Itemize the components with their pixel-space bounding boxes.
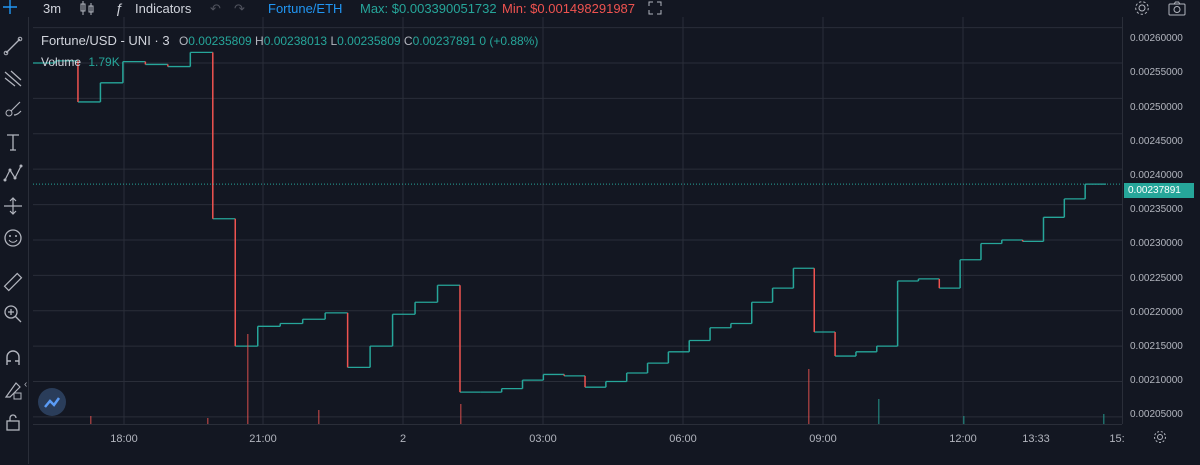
zoom-icon[interactable] [2, 303, 24, 325]
time-tick: 21:00 [249, 433, 277, 445]
trendline-icon[interactable] [2, 35, 24, 57]
symbol-title[interactable]: Fortune/USD - UNI · 3 [41, 33, 170, 48]
high-value: 0.00238013 [263, 34, 328, 48]
volume-bar [207, 418, 209, 424]
crosshair-icon[interactable] [2, 0, 18, 16]
measure-icon[interactable] [2, 195, 24, 217]
fx-icon[interactable]: ƒ [115, 0, 123, 16]
compare-symbol-button[interactable]: Fortune/ETH [268, 1, 343, 16]
time-tick: 12:00 [949, 433, 977, 445]
change-value: 0 (+0.88%) [479, 34, 539, 48]
low-value: 0.00235809 [337, 34, 401, 48]
collapse-toolbar-icon[interactable]: ‹ [24, 379, 28, 390]
series-legend: Fortune/USD - UNI · 3 O0.00235809 H0.002… [41, 33, 538, 48]
pattern-icon[interactable] [2, 163, 24, 185]
volume-bar [90, 416, 92, 424]
volume-key: Volume [41, 55, 82, 69]
price-tick: 0.00245000 [1130, 136, 1183, 147]
time-tick: 18:00 [110, 433, 138, 445]
fib-icon[interactable] [2, 67, 24, 89]
candle-style-icon[interactable] [80, 0, 94, 17]
time-tick: 03:00 [529, 433, 557, 445]
price-tick: 0.00215000 [1130, 341, 1183, 352]
tradingview-logo[interactable] [38, 388, 66, 416]
time-tick: 2 [399, 433, 407, 445]
ruler-icon[interactable] [2, 271, 24, 293]
redo-icon[interactable]: ↷ [234, 1, 245, 16]
high-key: H [255, 34, 264, 48]
top-toolbar: 3m ƒ Indicators ↶ ↷ Fortune/ETH Max: $0.… [0, 0, 1200, 17]
low-key: L [330, 34, 338, 48]
price-tick: 0.00220000 [1130, 307, 1183, 318]
text-icon[interactable] [2, 131, 24, 153]
lock-drawings-icon[interactable] [2, 379, 24, 401]
time-tick: 09:00 [809, 433, 837, 445]
last-price-label: 0.00237891 [1124, 183, 1194, 198]
time-tick: 06:00 [669, 433, 697, 445]
indicators-button[interactable]: Indicators [135, 1, 192, 16]
price-chart-canvas[interactable] [33, 17, 1122, 424]
price-tick: 0.00235000 [1130, 204, 1183, 215]
volume-legend: Volume 1.79K [41, 55, 120, 69]
camera-icon[interactable] [1168, 0, 1186, 17]
close-value: 0.00237891 [412, 34, 476, 48]
settings-gear-icon[interactable] [1134, 0, 1150, 17]
interval-button[interactable]: 3m [43, 1, 62, 16]
chart-pane[interactable]: Fortune/USD - UNI · 3 O0.00235809 H0.002… [33, 17, 1122, 424]
fullscreen-icon[interactable] [648, 1, 662, 18]
price-tick: 0.00255000 [1130, 67, 1183, 78]
volume-bar [318, 410, 320, 424]
emoji-icon[interactable] [2, 227, 24, 249]
volume-bar [247, 334, 249, 424]
brush-icon[interactable] [2, 99, 24, 121]
volume-bar [1103, 414, 1105, 424]
volume-bar [878, 399, 880, 424]
min-price-label: Min: $0.001498291987 [502, 1, 636, 16]
price-tick: 0.00230000 [1130, 238, 1183, 249]
volume-bar [460, 404, 462, 424]
max-price-label: Max: $0.003390051732 [360, 1, 497, 16]
price-tick: 0.00205000 [1130, 409, 1183, 420]
magnet-icon[interactable] [2, 347, 24, 369]
time-tick: 15: [1109, 433, 1125, 445]
open-key: O [178, 34, 189, 48]
volume-bar [963, 416, 965, 424]
axis-settings-gear-icon[interactable] [1153, 430, 1167, 444]
undo-icon[interactable]: ↶ [210, 1, 221, 16]
price-tick: 0.00225000 [1130, 273, 1183, 284]
lock-icon[interactable] [2, 411, 24, 433]
price-tick: 0.00210000 [1130, 375, 1183, 386]
price-tick: 0.00260000 [1130, 33, 1183, 44]
drawing-toolbar: ‹ [0, 17, 29, 464]
close-key: C [403, 34, 413, 48]
price-tick: 0.00240000 [1130, 170, 1183, 181]
time-tick: 13:33 [1022, 433, 1050, 445]
time-axis[interactable]: 18:00 21:00 2 03:00 06:00 09:00 12:00 13… [33, 424, 1125, 465]
open-value: 0.00235809 [188, 34, 252, 48]
volume-bar [808, 369, 810, 424]
volume-value: 1.79K [88, 55, 120, 69]
price-tick: 0.00250000 [1130, 102, 1183, 113]
price-axis[interactable]: 0.00260000 0.00255000 0.00250000 0.00245… [1122, 17, 1200, 424]
